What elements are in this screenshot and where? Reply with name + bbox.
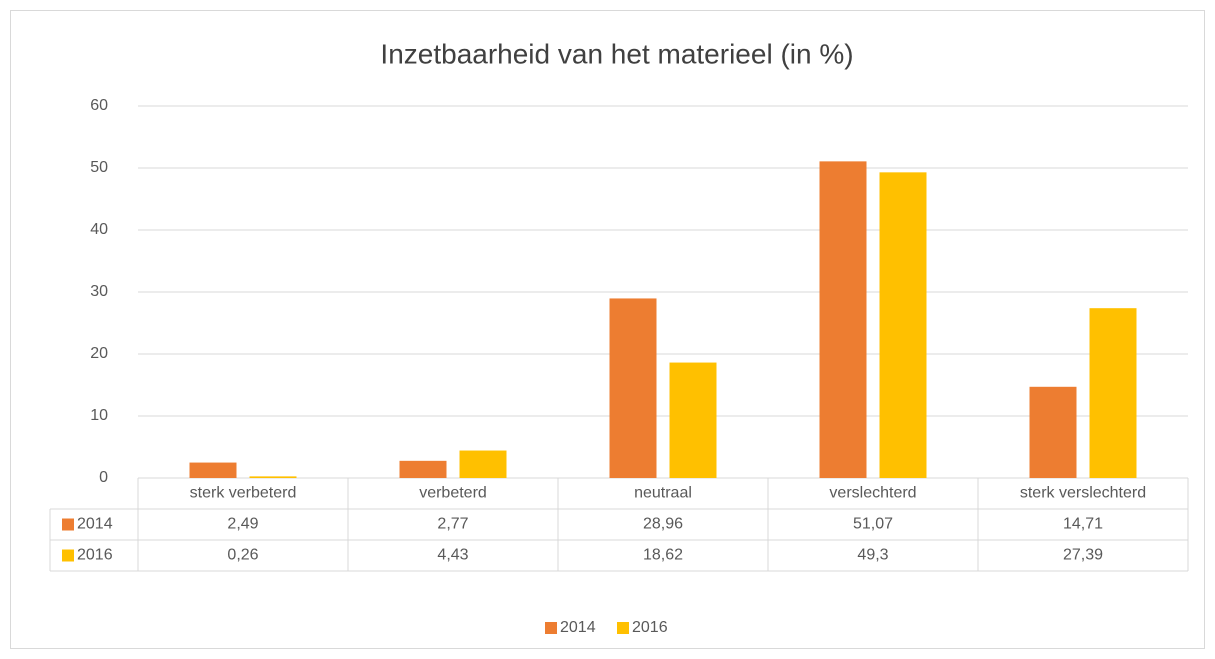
- table-value: 2,77: [437, 516, 468, 533]
- y-tick-label: 40: [90, 221, 108, 238]
- table-value: 0,26: [227, 547, 258, 564]
- chart-title: Inzetbaarheid van het materieel (in %): [380, 38, 853, 69]
- legend-label: 2014: [560, 619, 596, 636]
- table-legend-label: 2016: [77, 547, 113, 564]
- table-value: 28,96: [643, 516, 683, 533]
- table-value: 14,71: [1063, 516, 1103, 533]
- table-value: 2,49: [227, 516, 258, 533]
- table-value: 27,39: [1063, 547, 1103, 564]
- x-tick-label: sterk verslechterd: [1020, 485, 1146, 502]
- bar: [459, 450, 507, 478]
- table-value: 51,07: [853, 516, 893, 533]
- legend-label: 2016: [632, 619, 668, 636]
- y-tick-label: 60: [90, 97, 108, 114]
- bar: [669, 362, 717, 478]
- y-tick-label: 50: [90, 159, 108, 176]
- y-tick-label: 30: [90, 283, 108, 300]
- y-tick-label: 10: [90, 407, 108, 424]
- table-value: 4,43: [437, 547, 468, 564]
- chart-border: [10, 10, 1205, 649]
- legend-key: [617, 622, 629, 634]
- y-tick-label: 0: [99, 469, 108, 486]
- bar: [1089, 308, 1137, 478]
- table-value: 18,62: [643, 547, 683, 564]
- y-tick-label: 20: [90, 345, 108, 362]
- bar: [609, 298, 657, 478]
- bar: [399, 460, 447, 478]
- bar: [879, 172, 927, 478]
- bar: [819, 161, 867, 478]
- table-value: 49,3: [857, 547, 888, 564]
- bar: [1029, 386, 1077, 478]
- legend-key: [545, 622, 557, 634]
- table-legend-key: [62, 549, 74, 562]
- x-tick-label: neutraal: [634, 485, 692, 502]
- bar: [189, 462, 237, 478]
- x-tick-label: verslechterd: [829, 485, 916, 502]
- x-tick-label: verbeterd: [419, 485, 487, 502]
- bar: [249, 476, 297, 478]
- table-legend-label: 2014: [77, 516, 113, 533]
- table-legend-key: [62, 518, 74, 531]
- x-tick-label: sterk verbeterd: [190, 485, 297, 502]
